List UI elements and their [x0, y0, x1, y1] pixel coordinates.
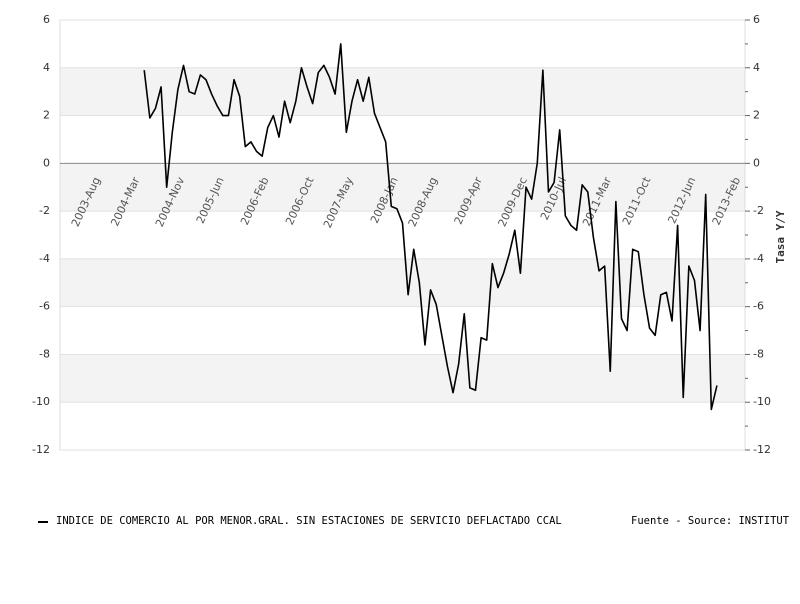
y2-tick-label: 0 [753, 156, 760, 169]
y2-tick-label: 6 [753, 13, 760, 26]
y-tick-label: -2 [39, 204, 50, 217]
grid-band [60, 354, 745, 403]
y-tick-label: 2 [43, 109, 50, 122]
y2-tick-label: -12 [753, 443, 771, 456]
y-tick-label: -10 [32, 395, 50, 408]
y-tick-label: -12 [32, 443, 50, 456]
y-tick-label: -6 [39, 300, 50, 313]
plot: -12-10-8-6-4-20246-12-10-8-6-4-202462003… [32, 13, 771, 456]
y2-tick-label: -8 [753, 347, 764, 360]
series-line [143, 43, 718, 411]
y-tick-label: 0 [43, 156, 50, 169]
source-label: Fuente - Source: INSTITUT [631, 515, 790, 527]
legend-label: INDICE DE COMERCIO AL POR MENOR.GRAL. SI… [56, 515, 562, 527]
y2-tick-label: -6 [753, 300, 764, 313]
y2-tick-label: 4 [753, 61, 760, 74]
grid-band [60, 67, 745, 116]
grid-band [60, 163, 745, 212]
y-tick-label: -4 [39, 252, 50, 265]
y2-axis-label: Tasa Y/Y [774, 210, 787, 263]
y2-tick-label: -4 [753, 252, 764, 265]
y-tick-label: -8 [39, 347, 50, 360]
y2-tick-label: -10 [753, 395, 771, 408]
y2-tick-label: 2 [753, 109, 760, 122]
y2-tick-label: -2 [753, 204, 764, 217]
y-tick-label: 4 [43, 61, 50, 74]
y-tick-label: 6 [43, 13, 50, 26]
